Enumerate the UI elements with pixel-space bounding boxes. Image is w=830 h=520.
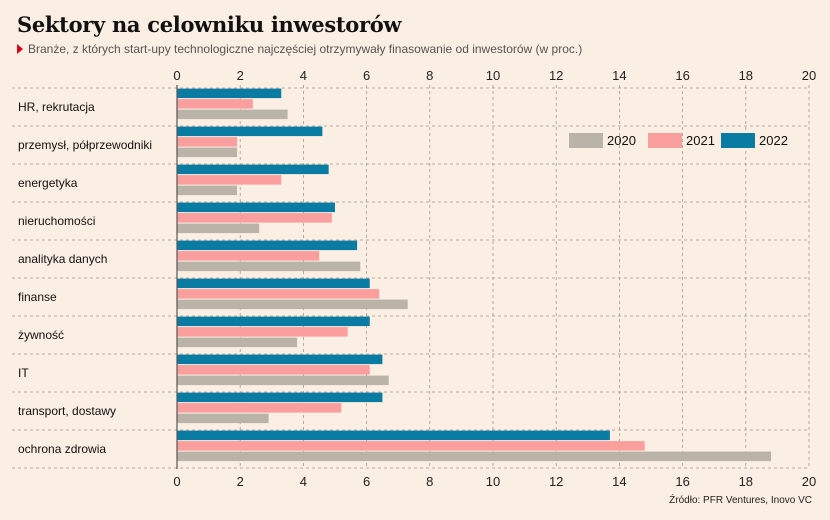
bar-2021 <box>177 213 332 223</box>
x-tick-label-bottom: 10 <box>486 474 500 489</box>
category-label: nieruchomości <box>18 214 95 228</box>
x-tick-label-bottom: 16 <box>675 474 689 489</box>
category-label: energetyka <box>18 176 78 190</box>
x-tick-label-bottom: 20 <box>802 474 816 489</box>
bar-2021 <box>177 289 380 299</box>
x-tick-label-bottom: 0 <box>173 474 180 489</box>
bar-2020 <box>177 413 269 424</box>
bar-2021 <box>177 403 342 413</box>
bar-2020 <box>177 299 408 310</box>
x-tick-label-bottom: 8 <box>426 474 433 489</box>
bar-2022 <box>177 392 383 403</box>
category-label: analityka danych <box>18 252 107 266</box>
legend-label-2022: 2022 <box>759 133 788 148</box>
bar-2022 <box>177 202 335 213</box>
bar-2022 <box>177 164 329 175</box>
bar-2020 <box>177 261 361 272</box>
chart-subtitle-text: Branże, z których start-upy technologicz… <box>28 42 583 56</box>
category-label: żywność <box>18 328 64 342</box>
x-tick-label-top: 12 <box>549 68 563 83</box>
bar-2021 <box>177 137 238 147</box>
category-label: finanse <box>18 290 57 304</box>
category-label: HR, rekrutacja <box>18 100 95 114</box>
x-tick-label-bottom: 14 <box>612 474 626 489</box>
bar-2020 <box>177 375 389 386</box>
chart-subtitle: Branże, z których start-upy technologicz… <box>17 42 582 56</box>
legend-swatch-2020 <box>569 133 603 148</box>
x-tick-label-bottom: 12 <box>549 474 563 489</box>
x-tick-label-top: 8 <box>426 68 433 83</box>
x-tick-label-top: 4 <box>300 68 307 83</box>
x-tick-label-top: 16 <box>675 68 689 83</box>
bar-2020 <box>177 147 238 158</box>
bar-2020 <box>177 223 260 234</box>
bar-2022 <box>177 126 323 137</box>
bar-2020 <box>177 109 288 120</box>
legend-label-2020: 2020 <box>607 133 636 148</box>
bar-2021 <box>177 327 348 337</box>
category-label: przemysł, półprzewodniki <box>18 138 152 152</box>
source-note: Źródło: PFR Ventures, Inovo VC <box>669 495 812 506</box>
category-label: IT <box>18 366 29 380</box>
bar-2022 <box>177 88 282 99</box>
x-tick-label-top: 0 <box>173 68 180 83</box>
bar-2022 <box>177 430 610 441</box>
bar-2021 <box>177 251 320 261</box>
x-tick-label-top: 18 <box>739 68 753 83</box>
x-tick-label-top: 20 <box>802 68 816 83</box>
bar-2021 <box>177 365 370 375</box>
bar-2021 <box>177 175 282 185</box>
chart-title: Sektory na celowniku inwestorów <box>17 12 402 37</box>
triangle-bullet-icon <box>17 44 23 54</box>
bar-2022 <box>177 278 370 289</box>
bar-2020 <box>177 185 238 196</box>
bar-2022 <box>177 354 383 365</box>
legend-swatch-2022 <box>721 133 755 148</box>
category-label: ochrona zdrowia <box>18 442 106 456</box>
bar-2020 <box>177 337 298 348</box>
bar-2021 <box>177 441 645 451</box>
category-label: transport, dostawy <box>18 404 116 418</box>
bar-2022 <box>177 240 358 251</box>
x-tick-label-top: 14 <box>612 68 626 83</box>
x-tick-label-bottom: 6 <box>363 474 370 489</box>
x-tick-label-bottom: 2 <box>237 474 244 489</box>
x-tick-label-top: 10 <box>486 68 500 83</box>
x-tick-label-bottom: 18 <box>739 474 753 489</box>
bar-2022 <box>177 316 370 327</box>
bar-2021 <box>177 99 253 109</box>
x-tick-label-top: 6 <box>363 68 370 83</box>
legend-swatch-2021 <box>648 133 682 148</box>
x-tick-label-top: 2 <box>237 68 244 83</box>
legend-label-2021: 2021 <box>686 133 715 148</box>
x-tick-label-bottom: 4 <box>300 474 307 489</box>
bar-2020 <box>177 451 772 462</box>
